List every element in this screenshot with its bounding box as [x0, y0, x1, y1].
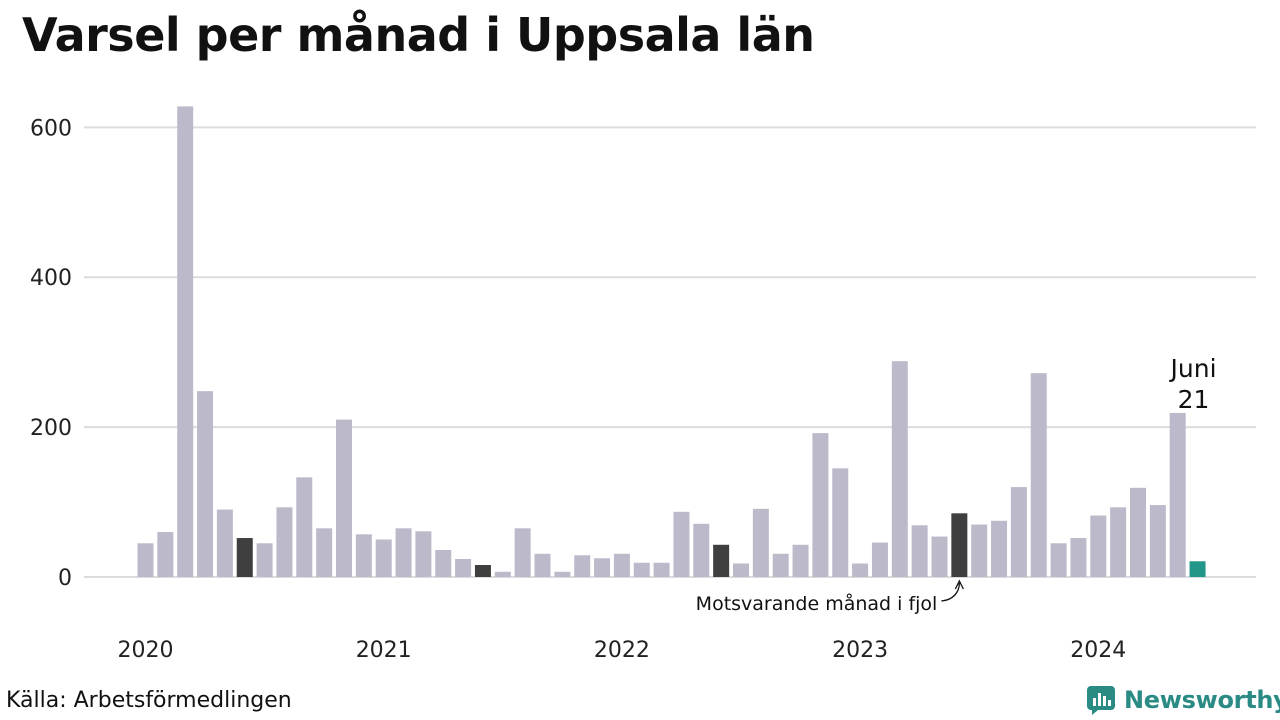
annotation-arrow — [941, 582, 960, 602]
x-tick-label: 2020 — [118, 638, 174, 663]
bar — [594, 558, 611, 577]
bar — [613, 553, 630, 577]
bar — [177, 106, 194, 577]
bar-current-month — [1189, 561, 1206, 577]
bar — [752, 508, 769, 577]
x-tick-label: 2024 — [1070, 638, 1126, 663]
chart-title: Varsel per månad i Uppsala län — [22, 8, 815, 62]
bar — [494, 571, 511, 577]
bar-same-month-last-year — [474, 565, 491, 577]
bar — [1090, 515, 1107, 577]
bar-same-month-last-year — [236, 538, 253, 577]
bar — [733, 563, 749, 577]
brand-logo[interactable]: Newsworthy — [1086, 680, 1280, 720]
newsworthy-logo-icon — [1087, 686, 1115, 715]
bar-same-month-last-year — [951, 513, 968, 577]
bar — [375, 539, 392, 577]
bar — [157, 532, 174, 577]
bar — [514, 528, 531, 577]
bar — [792, 544, 809, 577]
x-tick-label: 2021 — [356, 638, 412, 663]
bar — [693, 523, 710, 577]
y-axis-ticks: 0 200 400 600 — [30, 116, 72, 591]
bar — [1110, 507, 1127, 577]
bar — [435, 550, 452, 577]
bar — [812, 433, 829, 577]
y-tick-label: 200 — [30, 416, 72, 441]
y-tick-label: 0 — [58, 566, 72, 591]
bar — [1050, 543, 1067, 577]
bar — [296, 477, 313, 577]
bar — [197, 391, 214, 577]
bar — [911, 525, 928, 577]
bar — [415, 531, 432, 577]
bar — [891, 361, 908, 577]
bar — [871, 542, 888, 577]
bar-same-month-last-year — [713, 544, 730, 577]
bar — [276, 507, 293, 577]
bar — [633, 562, 650, 577]
bar — [256, 543, 273, 577]
bar — [991, 520, 1008, 577]
bar — [1070, 538, 1087, 577]
annotation-arrowhead — [954, 579, 964, 590]
source-note: Källa: Arbetsförmedlingen — [6, 688, 292, 713]
current-value-label: 21 — [1178, 385, 1210, 414]
bar — [1149, 505, 1166, 577]
bar — [554, 571, 571, 577]
bar — [316, 528, 333, 577]
bar — [673, 511, 690, 577]
x-tick-label: 2023 — [832, 638, 888, 663]
bar — [137, 543, 154, 577]
brand-name: Newsworthy — [1124, 686, 1280, 714]
bar — [971, 524, 988, 577]
annotation-label: Motsvarande månad i fjol — [696, 592, 938, 615]
bars — [137, 106, 1206, 577]
y-tick-label: 400 — [30, 266, 72, 291]
bar — [336, 419, 352, 577]
bar — [772, 553, 789, 577]
bar — [832, 468, 849, 577]
x-axis-ticks: 2020 2021 2022 2023 2024 — [118, 638, 1127, 663]
gridlines — [84, 126, 1256, 578]
bar — [355, 534, 372, 577]
bar — [395, 528, 412, 577]
current-month-label: Juni — [1169, 354, 1217, 383]
bar — [1010, 487, 1027, 577]
bar — [852, 563, 869, 577]
bar — [216, 509, 233, 577]
bar — [534, 553, 551, 577]
bar — [931, 536, 948, 577]
y-tick-label: 600 — [30, 116, 72, 141]
bar — [1169, 412, 1186, 577]
x-tick-label: 2022 — [594, 638, 650, 663]
bar — [1130, 487, 1146, 577]
bar — [1030, 373, 1047, 577]
bar — [574, 555, 591, 577]
bar — [653, 562, 670, 577]
bar — [455, 559, 472, 577]
